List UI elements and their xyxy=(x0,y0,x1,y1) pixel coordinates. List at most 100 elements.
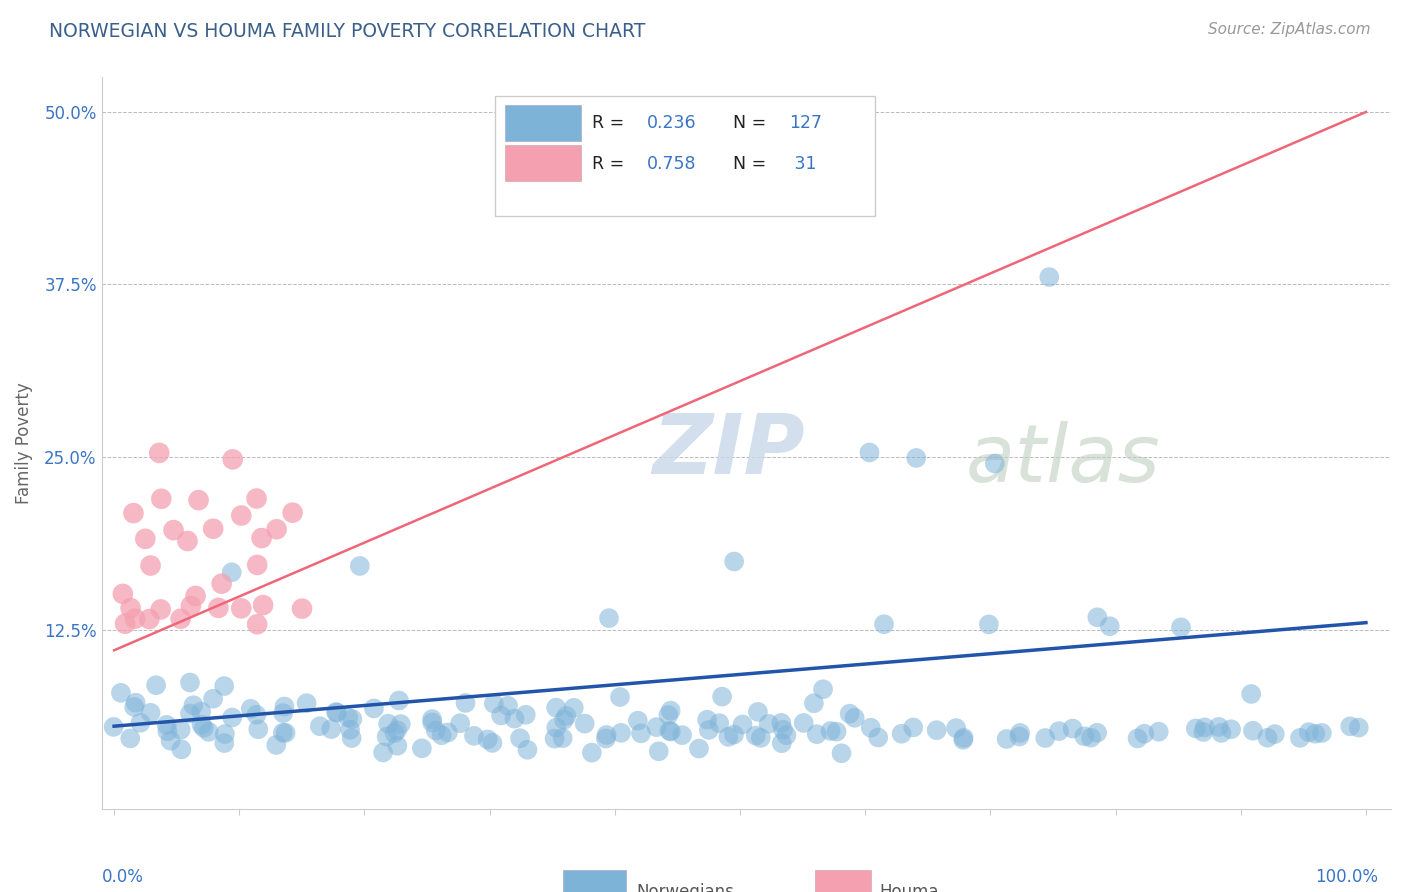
Point xyxy=(1047,724,1070,739)
Point xyxy=(574,716,596,731)
Point xyxy=(170,723,193,737)
Point xyxy=(308,719,330,733)
Point xyxy=(170,742,193,756)
Point xyxy=(515,707,537,722)
Point xyxy=(340,731,363,745)
Point xyxy=(139,558,162,573)
Point xyxy=(598,611,620,625)
Point xyxy=(1038,270,1060,285)
Point xyxy=(844,711,866,725)
Point xyxy=(349,558,371,573)
Point xyxy=(214,736,236,750)
Point xyxy=(1194,720,1216,734)
Point xyxy=(190,705,212,719)
Point xyxy=(197,724,219,739)
Text: 127: 127 xyxy=(789,114,823,132)
Point xyxy=(214,727,236,741)
Point xyxy=(984,457,1007,471)
Point xyxy=(1289,731,1312,745)
Point xyxy=(246,558,269,572)
Point xyxy=(187,493,209,508)
Point xyxy=(905,450,928,465)
FancyBboxPatch shape xyxy=(564,870,627,892)
Point xyxy=(389,717,412,731)
Point xyxy=(291,601,314,615)
Point xyxy=(717,730,740,744)
Point xyxy=(387,739,409,753)
Point xyxy=(103,720,125,734)
Point xyxy=(252,598,274,612)
Point xyxy=(671,728,693,742)
Point xyxy=(266,522,288,536)
Point xyxy=(211,576,233,591)
Point xyxy=(1170,620,1192,634)
Point xyxy=(321,722,343,736)
Point xyxy=(688,741,710,756)
Point xyxy=(995,731,1018,746)
Point xyxy=(124,696,146,710)
Point xyxy=(1085,610,1108,624)
Point xyxy=(630,726,652,740)
Point xyxy=(509,731,531,746)
FancyBboxPatch shape xyxy=(505,145,581,181)
Point xyxy=(1298,725,1320,739)
Point xyxy=(1192,725,1215,739)
Point xyxy=(326,706,349,720)
Point xyxy=(1098,619,1121,633)
Point xyxy=(749,731,772,745)
Point xyxy=(179,675,201,690)
Point xyxy=(1080,731,1102,745)
Point xyxy=(657,708,679,723)
Point xyxy=(645,720,668,734)
Point xyxy=(250,531,273,545)
Point xyxy=(1147,724,1170,739)
Point xyxy=(363,701,385,715)
Point xyxy=(425,723,447,738)
Point xyxy=(1208,720,1230,734)
Text: Source: ZipAtlas.com: Source: ZipAtlas.com xyxy=(1208,22,1371,37)
Y-axis label: Family Poverty: Family Poverty xyxy=(15,383,32,504)
Point xyxy=(697,723,720,737)
Point xyxy=(925,723,948,738)
Point xyxy=(150,491,173,506)
Point xyxy=(1347,721,1369,735)
Point xyxy=(231,508,253,523)
Point xyxy=(659,724,682,739)
Point xyxy=(1240,687,1263,701)
Point xyxy=(454,696,477,710)
Point xyxy=(477,732,499,747)
Point xyxy=(179,706,201,721)
Text: N =: N = xyxy=(734,114,772,132)
Text: 31: 31 xyxy=(789,155,817,173)
Text: 0.236: 0.236 xyxy=(647,114,696,132)
Point xyxy=(159,733,181,747)
Point xyxy=(339,723,361,737)
Point xyxy=(193,721,215,735)
Point xyxy=(952,731,974,745)
Point xyxy=(745,729,768,743)
Point xyxy=(377,716,399,731)
Point xyxy=(202,691,225,706)
Point xyxy=(388,693,411,707)
Text: 0.0%: 0.0% xyxy=(101,868,143,887)
Text: Houma: Houma xyxy=(879,883,939,892)
Point xyxy=(1073,729,1095,743)
Point xyxy=(274,726,297,740)
Point xyxy=(411,741,433,756)
Point xyxy=(595,728,617,742)
Point xyxy=(245,491,267,506)
Text: N =: N = xyxy=(734,155,772,173)
Point xyxy=(503,712,526,726)
Point xyxy=(111,587,134,601)
Point xyxy=(337,711,360,725)
Point xyxy=(1211,726,1233,740)
Point xyxy=(873,617,896,632)
Point xyxy=(1264,727,1286,741)
Point xyxy=(247,723,270,737)
Point xyxy=(122,506,145,520)
Point xyxy=(246,617,269,632)
Point xyxy=(758,716,780,731)
Point xyxy=(747,705,769,719)
Point xyxy=(342,712,364,726)
Point xyxy=(562,700,585,714)
